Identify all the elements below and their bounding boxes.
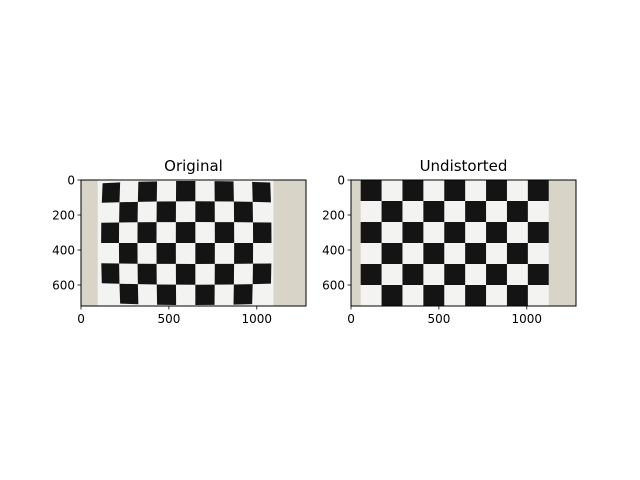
y-tick-label: 400 <box>322 243 345 257</box>
checker-square <box>156 243 176 264</box>
y-axis-original: 0 200 400 600 <box>52 173 81 292</box>
checker-square <box>465 285 487 306</box>
checker-square <box>175 222 196 243</box>
checker-square <box>360 180 382 201</box>
y-tick-label: 600 <box>322 278 345 292</box>
checker-square <box>252 181 271 203</box>
checker-square <box>175 263 196 285</box>
checker-square <box>465 243 487 264</box>
checker-square <box>175 180 196 202</box>
x-axis-original: 0 500 1000 <box>77 306 272 326</box>
checker-square <box>214 222 235 243</box>
y-tick-label: 0 <box>337 173 345 187</box>
checker-square <box>381 201 403 222</box>
checkerboard-undistorted-image <box>351 180 576 306</box>
checker-square <box>195 243 215 264</box>
panel-original: Original 0 500 1000 0 200 400 600 <box>52 157 307 326</box>
checker-square <box>118 243 138 264</box>
checker-square <box>381 285 403 306</box>
checker-square <box>360 222 382 243</box>
checker-square <box>233 201 253 223</box>
checker-square <box>486 264 507 285</box>
x-tick-label: 500 <box>157 312 180 326</box>
axes-frame-original <box>80 179 307 307</box>
checker-square <box>527 222 549 243</box>
checker-square <box>506 201 528 222</box>
panel-title-undistorted: Undistorted <box>420 157 508 175</box>
checker-square <box>506 243 528 264</box>
checker-square <box>527 264 549 285</box>
y-axis-undistorted: 0 200 400 600 <box>322 173 351 292</box>
checker-square <box>252 263 272 285</box>
x-tick-label: 0 <box>347 312 355 326</box>
checker-square <box>486 180 507 201</box>
checker-square <box>402 222 424 243</box>
y-tick-label: 0 <box>67 173 75 187</box>
checker-square <box>119 283 139 305</box>
checker-square <box>137 181 158 202</box>
y-tick-label: 200 <box>322 208 345 222</box>
x-tick-label: 500 <box>427 312 450 326</box>
checker-square <box>444 180 466 201</box>
x-tick-label: 0 <box>77 312 85 326</box>
checker-square <box>137 263 157 285</box>
checker-square <box>234 243 254 264</box>
checker-square <box>195 284 215 306</box>
checker-square <box>465 201 487 222</box>
checker-square <box>423 285 445 306</box>
y-tick-label: 400 <box>52 243 75 257</box>
checker-square <box>101 222 120 243</box>
checker-square <box>214 263 235 285</box>
x-tick-label: 1000 <box>512 312 543 326</box>
x-tick-label: 1000 <box>242 312 273 326</box>
checker-square <box>252 222 272 243</box>
checker-square <box>423 201 445 222</box>
checker-square <box>423 243 445 264</box>
panel-title-original: Original <box>164 157 223 175</box>
checker-square <box>402 264 424 285</box>
checker-square <box>527 180 549 201</box>
checker-square <box>195 201 215 223</box>
axes-frame-undistorted <box>350 179 577 307</box>
x-axis-undistorted: 0 500 1000 <box>347 306 542 326</box>
checker-square <box>444 264 466 285</box>
checker-square <box>156 284 177 305</box>
checkerboard-original-image <box>81 180 306 306</box>
checker-square <box>214 181 234 202</box>
checker-square <box>101 263 120 284</box>
checker-square <box>233 284 253 305</box>
checker-square <box>156 201 176 223</box>
checker-square <box>101 182 121 203</box>
checker-square <box>402 180 424 201</box>
checker-square <box>119 201 138 223</box>
checker-square <box>486 222 507 243</box>
checker-square <box>506 285 528 306</box>
checker-square <box>360 264 382 285</box>
y-tick-label: 600 <box>52 278 75 292</box>
checker-square <box>137 222 157 243</box>
checker-square <box>444 222 466 243</box>
panel-undistorted: Undistorted 0 500 1000 0 200 400 600 <box>322 157 577 326</box>
y-tick-label: 200 <box>52 208 75 222</box>
checker-square <box>381 243 403 264</box>
